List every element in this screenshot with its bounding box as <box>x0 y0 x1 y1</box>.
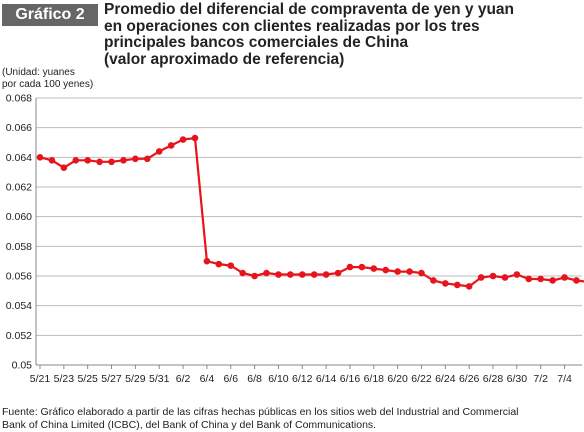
data-point <box>203 257 211 265</box>
y-tick-label: 0.060 <box>6 211 32 223</box>
chart-title-line: principales bancos comerciales de China <box>104 34 409 51</box>
data-point <box>287 271 294 278</box>
grid-lines <box>35 97 582 366</box>
x-tick-label: 6/4 <box>200 373 215 385</box>
data-point <box>48 157 56 164</box>
source-line: Bank of China Limited (ICBC), del Bank o… <box>2 419 377 431</box>
data-point <box>406 268 413 275</box>
data-point <box>549 277 556 284</box>
data-point <box>561 274 568 281</box>
data-point <box>489 272 497 280</box>
data-point <box>310 271 318 278</box>
data-point <box>84 157 91 164</box>
x-axis-ticks: 5/21 5/23 5/25 5/27 5/29 5/31 6/2 6/4 6/6 6/8 6/10… <box>30 365 572 385</box>
x-tick-label: 7/2 <box>533 373 548 385</box>
x-tick-label: 6/16 <box>340 373 361 385</box>
source-line: Fuente: Gráfico elaborado a partir de la… <box>2 406 519 418</box>
y-tick-label: 0.05 <box>12 360 33 372</box>
line-chart: 0.05 0.052 0.054 0.056 0.058 0.060 0.062 0.064 0… <box>6 93 584 385</box>
chart-title-line: (valor aproximado de referencia) <box>104 50 345 68</box>
data-point <box>394 268 401 275</box>
y-tick-label: 0.064 <box>6 152 32 164</box>
data-point <box>537 275 544 283</box>
x-tick-label: 5/25 <box>77 373 98 385</box>
data-point <box>263 269 270 277</box>
y-tick-label: 0.068 <box>6 93 32 105</box>
x-tick-label: 6/24 <box>435 373 456 385</box>
y-tick-label: 0.058 <box>6 241 32 253</box>
data-point <box>215 260 223 268</box>
x-tick-label: 7/4 <box>557 373 572 385</box>
chart-badge: Gráfico 2 <box>2 4 98 26</box>
data-point <box>477 274 485 281</box>
data-point <box>155 148 163 155</box>
data-point <box>430 277 437 284</box>
y-tick-label: 0.052 <box>6 330 32 342</box>
y-tick-label: 0.062 <box>6 182 32 194</box>
data-point <box>298 271 306 278</box>
data-point <box>227 262 235 269</box>
data-point <box>453 281 461 289</box>
source-note: Fuente: Gráfico elaborado a partir de la… <box>2 406 582 432</box>
x-tick-label: 6/12 <box>292 373 313 385</box>
data-point <box>525 275 533 283</box>
x-tick-label: 6/14 <box>316 373 337 385</box>
y-tick-label: 0.054 <box>6 300 32 312</box>
data-point <box>251 272 258 280</box>
x-tick-label: 5/21 <box>30 373 51 385</box>
data-point <box>72 157 80 164</box>
series-layer <box>36 134 584 290</box>
data-point <box>465 283 473 290</box>
y-axis-ticks: 0.05 0.052 0.054 0.056 0.058 0.060 0.062 0.064 0… <box>6 93 32 372</box>
data-point <box>358 263 366 271</box>
data-point <box>167 142 175 149</box>
data-point <box>382 266 390 274</box>
x-tick-label: 6/18 <box>364 373 385 385</box>
data-point <box>120 157 127 164</box>
data-point <box>60 164 68 172</box>
data-point <box>275 271 282 278</box>
x-tick-label: 6/10 <box>268 373 289 385</box>
chart-title-line: en operaciones con clientes realizadas p… <box>104 17 480 35</box>
unit-line: por cada 100 yenes) <box>2 79 94 90</box>
data-point <box>36 154 44 161</box>
x-tick-label: 6/20 <box>387 373 408 385</box>
y-tick-label: 0.056 <box>6 271 32 283</box>
x-tick-label: 6/8 <box>247 373 262 385</box>
data-point <box>108 158 115 166</box>
data-point <box>442 280 449 287</box>
x-tick-label: 6/2 <box>176 373 191 385</box>
data-point <box>239 269 246 277</box>
x-tick-label: 5/23 <box>54 373 75 385</box>
x-tick-label: 5/31 <box>149 373 170 385</box>
x-tick-label: 6/30 <box>507 373 528 385</box>
data-point <box>573 277 580 284</box>
y-tick-label: 0.066 <box>6 122 32 134</box>
x-tick-label: 5/29 <box>125 373 146 385</box>
x-tick-label: 5/27 <box>101 373 122 385</box>
x-tick-label: 6/6 <box>223 373 238 385</box>
data-point <box>191 134 199 142</box>
x-tick-label: 6/28 <box>483 373 504 385</box>
data-point <box>322 271 330 278</box>
data-point <box>418 269 425 277</box>
y-axis-unit-label: (Unidad: yuanes por cada 100 yenes) <box>2 67 93 91</box>
chart-title: Promedio del diferencial de compraventa … <box>104 1 582 68</box>
data-point <box>370 265 378 272</box>
data-point <box>179 136 187 143</box>
data-point <box>334 269 342 277</box>
data-point <box>96 158 103 166</box>
unit-line: (Unidad: yuanes <box>2 67 75 78</box>
data-point <box>501 274 509 281</box>
data-point <box>513 271 521 278</box>
chart-title-line: Promedio del diferencial de compraventa … <box>104 1 515 18</box>
data-point <box>143 155 151 163</box>
data-point <box>346 263 354 271</box>
x-tick-label: 6/26 <box>459 373 480 385</box>
x-tick-label: 6/22 <box>411 373 432 385</box>
data-point <box>132 155 139 163</box>
